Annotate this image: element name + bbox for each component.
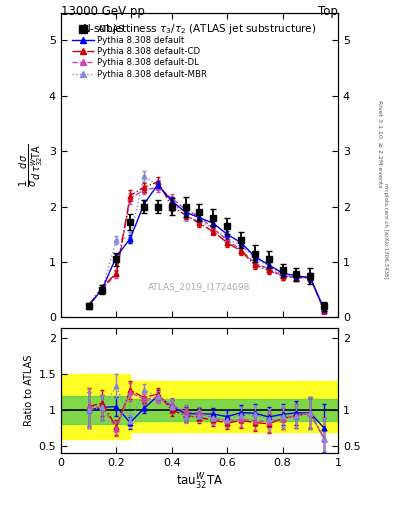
- Text: N-subjettiness $\tau_3/\tau_2$ (ATLAS jet substructure): N-subjettiness $\tau_3/\tau_2$ (ATLAS je…: [82, 22, 317, 36]
- Y-axis label: Ratio to ATLAS: Ratio to ATLAS: [24, 355, 34, 426]
- X-axis label: $\mathrm{tau}_{32}^{W}\mathrm{TA}$: $\mathrm{tau}_{32}^{W}\mathrm{TA}$: [176, 472, 223, 492]
- Text: Rivet 3.1.10, ≥ 2.2M events: Rivet 3.1.10, ≥ 2.2M events: [377, 99, 382, 187]
- Text: Top: Top: [318, 5, 338, 18]
- Text: ATLAS_2019_I1724098: ATLAS_2019_I1724098: [148, 283, 251, 291]
- Y-axis label: $\frac{1}{\sigma}\frac{d\sigma}{d\,\tau_{32}^{W}\!\mathrm{TA}}$: $\frac{1}{\sigma}\frac{d\sigma}{d\,\tau_…: [18, 143, 46, 187]
- Text: 13000 GeV pp: 13000 GeV pp: [61, 5, 145, 18]
- Legend: ATLAS, Pythia 8.308 default, Pythia 8.308 default-CD, Pythia 8.308 default-DL, P: ATLAS, Pythia 8.308 default, Pythia 8.30…: [71, 23, 209, 80]
- Text: mcplots.cern.ch [arXiv:1306.3436]: mcplots.cern.ch [arXiv:1306.3436]: [383, 183, 387, 278]
